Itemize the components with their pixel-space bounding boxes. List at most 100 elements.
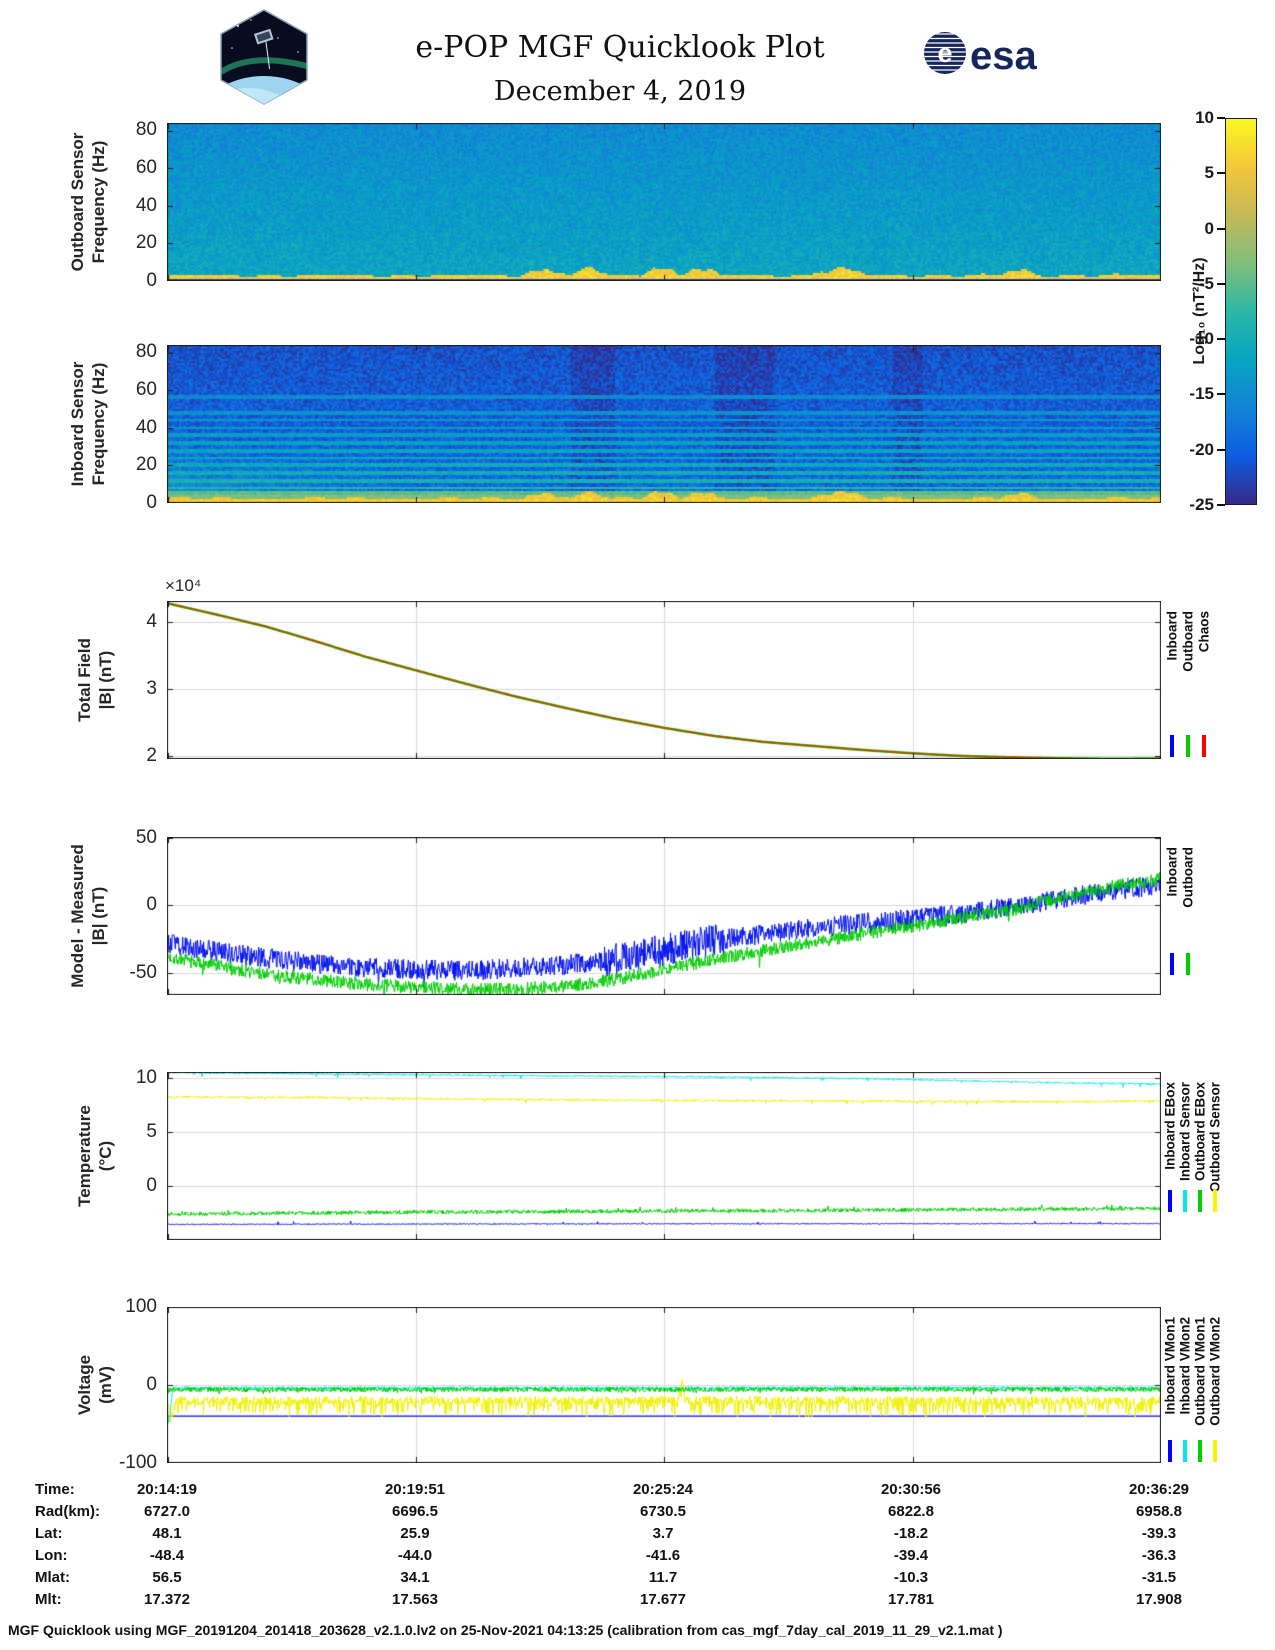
legend-line-sample bbox=[1170, 953, 1174, 975]
table-row: Mlat: 56.5 34.1 11.7 -10.3 -31.5 bbox=[0, 1569, 1275, 1590]
table-row: Time: 20:14:19 20:19:51 20:25:24 20:30:5… bbox=[0, 1481, 1275, 1502]
legend-entry: Inboard VMon2 bbox=[1177, 1317, 1192, 1463]
table-cell: 17.781 bbox=[888, 1591, 934, 1608]
page-title: e-POP MGF Quicklook Plot bbox=[415, 30, 825, 65]
table-row: Lon: -48.4 -44.0 -41.6 -39.4 -36.3 bbox=[0, 1547, 1275, 1568]
table-cell: 17.372 bbox=[144, 1591, 190, 1608]
table-row-label: Rad(km): bbox=[35, 1503, 101, 1520]
footer-text: MGF Quicklook using MGF_20191204_201418_… bbox=[8, 1622, 1003, 1638]
y-tick-label: 80 bbox=[135, 119, 157, 140]
legend-entry: Outboard EBox bbox=[1192, 1082, 1207, 1240]
legend-line-sample bbox=[1202, 735, 1206, 757]
table-row: Mlt: 17.372 17.563 17.677 17.781 17.908 bbox=[0, 1591, 1275, 1612]
legend-entry: Inboard Sensor bbox=[1177, 1082, 1192, 1240]
y-tick-label: 0 bbox=[146, 894, 157, 915]
legend-line-sample bbox=[1183, 1190, 1187, 1212]
colorbar-tick-label: 0 bbox=[1204, 219, 1214, 238]
y-tick-label: 40 bbox=[135, 195, 157, 216]
legend-entry: Inboard VMon1 bbox=[1162, 1317, 1177, 1463]
colorbar-tick-mark bbox=[1217, 282, 1225, 285]
legend-line-sample bbox=[1213, 1190, 1217, 1212]
legend-line-sample bbox=[1170, 735, 1174, 757]
table-cell: 34.1 bbox=[400, 1569, 430, 1586]
y-tick-label: 4 bbox=[146, 611, 157, 632]
y-tick-label: 0 bbox=[146, 270, 157, 291]
legend-line-sample bbox=[1198, 1440, 1202, 1462]
table-row-label: Mlt: bbox=[35, 1591, 62, 1608]
model-measured-canvas bbox=[167, 837, 1161, 995]
y-tick-label: 50 bbox=[135, 827, 157, 848]
colorbar-tick-label: 5 bbox=[1204, 163, 1214, 182]
table-cell: -39.3 bbox=[1141, 1525, 1177, 1542]
y-tick-label: 60 bbox=[135, 379, 157, 400]
legend-line-sample bbox=[1186, 953, 1190, 975]
table-cell: 6730.5 bbox=[640, 1503, 686, 1520]
colorbar-tick-label: -15 bbox=[1189, 384, 1214, 403]
colorbar-tick-label: 10 bbox=[1195, 108, 1214, 127]
y-tick-label: 3 bbox=[146, 678, 157, 699]
colorbar-tick-mark bbox=[1217, 393, 1225, 396]
table-row-label: Mlat: bbox=[35, 1569, 70, 1586]
table-row-label: Lon: bbox=[35, 1547, 68, 1564]
colorbar-tick-mark bbox=[1217, 227, 1225, 230]
table-row: Lat: 48.1 25.9 3.7 -18.2 -39.3 bbox=[0, 1525, 1275, 1546]
esa-logo: e esa bbox=[922, 28, 1050, 83]
cassiope-logo-text: CASSIOPE bbox=[243, 93, 284, 100]
voltage-legend: Inboard VMon1 Inboard VMon2 Outboard VMo… bbox=[1162, 1307, 1222, 1463]
table-cell: 6727.0 bbox=[144, 1503, 190, 1520]
table-cell: 48.1 bbox=[152, 1525, 182, 1542]
legend-entry: Outboard Sensor bbox=[1207, 1082, 1222, 1240]
table-cell: -41.6 bbox=[645, 1547, 681, 1564]
y-tick-label: -50 bbox=[129, 962, 157, 983]
table-cell: 17.563 bbox=[392, 1591, 438, 1608]
table-cell: 6958.8 bbox=[1136, 1503, 1182, 1520]
table-cell: -39.4 bbox=[893, 1547, 929, 1564]
y-tick-label: 100 bbox=[125, 1296, 157, 1317]
y-tick-label: 20 bbox=[135, 232, 157, 253]
legend-line-sample bbox=[1213, 1440, 1217, 1462]
table-cell: 3.7 bbox=[652, 1525, 674, 1542]
legend-entry: Inboard bbox=[1164, 611, 1180, 759]
page-date-subtitle: December 4, 2019 bbox=[493, 76, 747, 107]
table-cell: 20:25:24 bbox=[632, 1481, 694, 1498]
y-tick-label: 40 bbox=[135, 417, 157, 438]
table-cell: 17.908 bbox=[1136, 1591, 1182, 1608]
colorbar-tick-label: -10 bbox=[1189, 329, 1214, 348]
y-tick-label: 0 bbox=[146, 1175, 157, 1196]
temperature-legend: Inboard EBox Inboard Sensor Outboard EBo… bbox=[1162, 1072, 1222, 1240]
legend-line-sample bbox=[1168, 1440, 1172, 1462]
legend-entry: Outboard bbox=[1180, 847, 1196, 995]
colorbar-tick-mark bbox=[1217, 338, 1225, 341]
table-cell: 11.7 bbox=[648, 1569, 678, 1586]
table-cell: 20:36:29 bbox=[1128, 1481, 1190, 1498]
colorbar-tick-mark bbox=[1217, 504, 1225, 506]
table-cell: -31.5 bbox=[1141, 1569, 1177, 1586]
y-tick-label: 80 bbox=[135, 341, 157, 362]
colorbar-gradient bbox=[1225, 118, 1257, 505]
total-field-canvas bbox=[167, 601, 1161, 759]
table-cell: -10.3 bbox=[893, 1569, 929, 1586]
total-field-legend: Inboard Outboard Chaos bbox=[1164, 601, 1212, 759]
temperature-canvas bbox=[167, 1072, 1161, 1240]
esa-globe-letter: e bbox=[937, 38, 952, 68]
colorbar-tick-mark bbox=[1217, 448, 1225, 451]
table-cell: -36.3 bbox=[1141, 1547, 1177, 1564]
y-tick-label: -100 bbox=[118, 1452, 157, 1473]
colorbar-tick-label: -25 bbox=[1189, 495, 1214, 514]
y-tick-label: 0 bbox=[146, 492, 157, 513]
esa-logo-text: esa bbox=[970, 34, 1037, 78]
legend-line-sample bbox=[1186, 735, 1190, 757]
y-tick-label: 20 bbox=[135, 454, 157, 475]
table-cell: 6822.8 bbox=[888, 1503, 934, 1520]
table-cell: 20:14:19 bbox=[136, 1481, 198, 1498]
y-tick-label: 2 bbox=[146, 745, 157, 766]
legend-entry: Outboard VMon1 bbox=[1192, 1317, 1207, 1463]
exponent-label: ×10⁴ bbox=[165, 576, 202, 595]
legend-entry: Chaos bbox=[1196, 611, 1212, 759]
table-row-label: Lat: bbox=[35, 1525, 63, 1542]
table-cell: 25.9 bbox=[400, 1525, 430, 1542]
legend-entry: Inboard bbox=[1164, 847, 1180, 995]
legend-line-sample bbox=[1198, 1190, 1202, 1212]
table-cell: -44.0 bbox=[397, 1547, 433, 1564]
